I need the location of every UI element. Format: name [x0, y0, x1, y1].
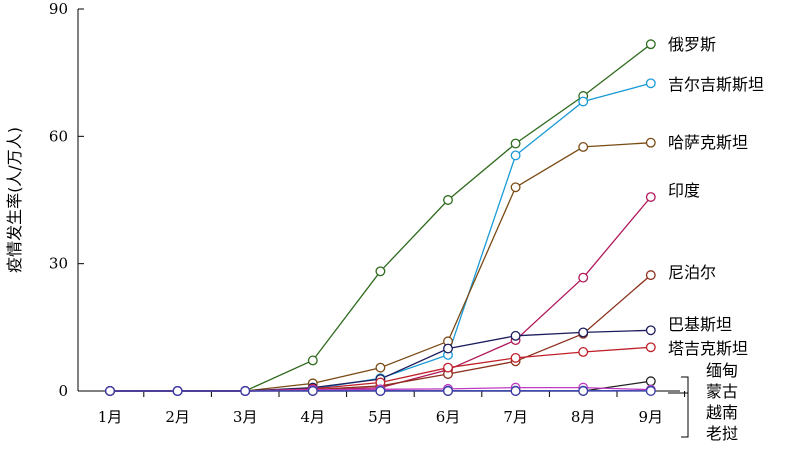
data-point — [443, 195, 453, 205]
data-point — [645, 386, 656, 396]
data-point — [240, 386, 251, 396]
y-tick-label: 0 — [58, 382, 68, 400]
x-tick-label: 5月 — [368, 408, 393, 426]
data-point — [510, 330, 521, 341]
data-point — [307, 355, 318, 366]
x-tick-label: 6月 — [436, 408, 461, 426]
bracket-label: 老挝 — [706, 424, 738, 443]
bracket-label: 蒙古 — [706, 382, 738, 401]
data-point — [375, 266, 386, 277]
series-markers — [105, 39, 656, 396]
x-tick-label: 8月 — [571, 408, 596, 426]
data-point — [578, 347, 589, 357]
series-line — [110, 82, 651, 392]
data-point — [645, 192, 656, 202]
data-point — [443, 362, 453, 373]
series-label: 塔吉克斯坦 — [668, 339, 748, 358]
data-point — [105, 386, 115, 396]
data-point — [172, 386, 183, 396]
data-point — [578, 327, 589, 338]
bracket-label: 缅甸 — [706, 361, 738, 380]
x-tick-label: 7月 — [503, 408, 528, 426]
data-point — [578, 96, 589, 107]
data-point — [510, 352, 521, 363]
data-point — [578, 272, 589, 283]
data-point — [645, 270, 656, 281]
data-point — [510, 150, 521, 161]
data-point — [375, 362, 386, 373]
data-point — [510, 386, 521, 396]
data-point — [645, 137, 656, 148]
data-point — [510, 182, 521, 193]
data-point — [645, 325, 656, 336]
data-point — [443, 343, 453, 354]
data-point — [645, 39, 656, 50]
y-tick-label: 30 — [49, 255, 68, 273]
axes: 0 30 60 90 1月 2月 3月 4月 5月 6月 7月 8月 9月 — [49, 0, 686, 426]
x-tick-label: 9月 — [639, 408, 664, 426]
x-tick-label: 4月 — [301, 408, 326, 426]
y-tick-label: 90 — [49, 0, 68, 18]
y-axis-title: 疫情发生率(人/万人) — [5, 127, 24, 273]
data-point — [510, 138, 521, 149]
bracket — [681, 376, 689, 438]
x-tick-label: 3月 — [233, 408, 258, 426]
bracket-label: 越南 — [706, 403, 738, 422]
data-point — [375, 386, 386, 396]
series-lines — [110, 43, 652, 392]
series-label: 俄罗斯 — [668, 35, 716, 54]
data-point — [443, 386, 453, 396]
data-point — [578, 141, 589, 152]
data-point — [645, 342, 656, 353]
data-point — [645, 78, 656, 89]
series-label: 吉尔吉斯斯坦 — [668, 75, 764, 94]
x-tick-label: 1月 — [98, 408, 123, 426]
series-line — [110, 196, 652, 392]
series-label: 巴基斯坦 — [668, 315, 732, 334]
data-point — [645, 376, 656, 387]
x-tick-label: 2月 — [165, 408, 190, 426]
data-point — [307, 386, 318, 396]
y-tick-label: 60 — [49, 127, 68, 145]
series-label: 尼泊尔 — [668, 263, 716, 282]
series-label: 哈萨克斯坦 — [668, 133, 748, 152]
series-label: 印度 — [668, 181, 700, 200]
data-point — [578, 386, 589, 396]
